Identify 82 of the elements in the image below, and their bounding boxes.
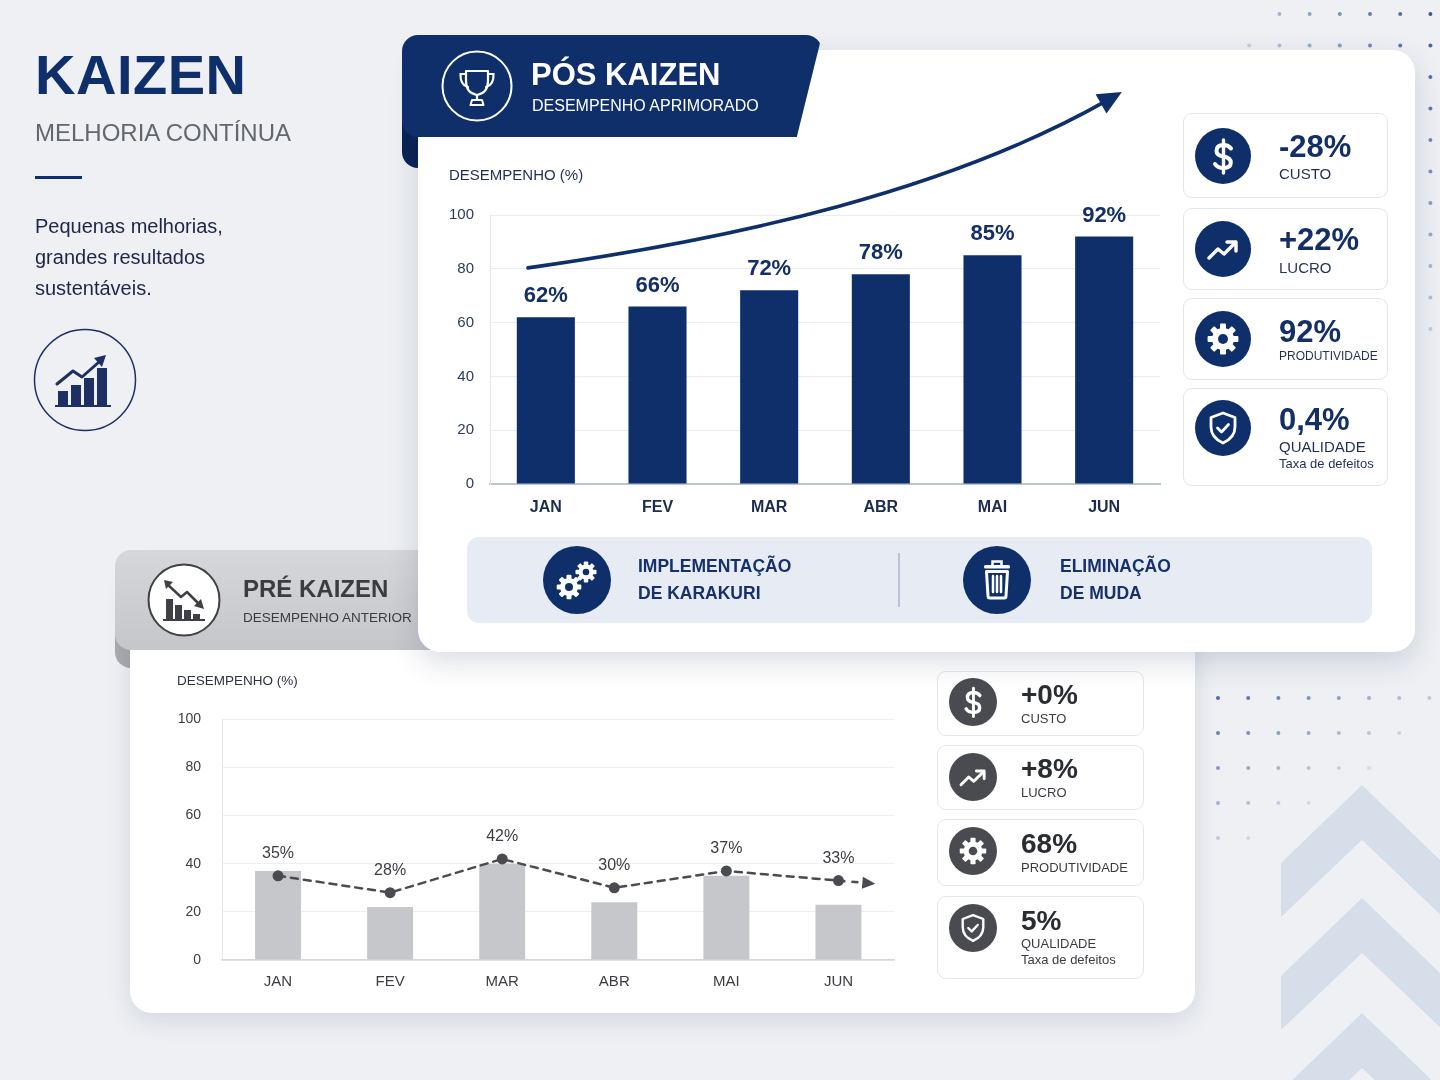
text: ELIMINAÇÃO DE MUDA [1060,554,1171,605]
y-tick-label: 100 [448,205,474,223]
y-tick-label: 0 [193,950,202,967]
bar [628,306,687,484]
bar [516,317,575,484]
x-tick-label: JUN [823,972,854,990]
text: QUALIDADE [1279,438,1366,456]
x-tick-label: ABR [863,498,899,516]
data-label: 42% [486,827,519,845]
text: QUALIDADE [1021,936,1097,953]
text: Taxa de defeitos [1279,455,1374,473]
y-tick-label: 20 [457,420,474,438]
data-label: 28% [374,861,407,879]
data-label: 72% [747,255,792,281]
point [496,853,508,865]
point [384,887,396,899]
text: +22% [1279,222,1360,258]
text: 0,4% [1279,401,1350,438]
bar [367,907,414,960]
x-tick-label: JAN [529,498,562,516]
bar [479,863,526,960]
bar [703,875,750,960]
data-label: 66% [635,271,680,297]
text: 5% [1021,904,1062,937]
x-tick-label: MAI [977,498,1008,516]
text: 92% [1279,313,1342,350]
bar [1075,236,1134,484]
y-tick-label: 40 [457,366,474,384]
data-label: 92% [1082,201,1127,227]
chart-title: PRÉ KAIZEN [243,575,389,603]
text: LUCRO [1021,784,1067,801]
bar [591,902,638,960]
text: 68% [1021,828,1078,860]
text: +0% [1021,679,1078,711]
x-tick-label: MAR [750,498,788,516]
y-tick-label: 80 [185,758,202,775]
text: Taxa de defeitos [1021,952,1116,970]
text: -28% [1279,128,1352,165]
data-label: 37% [710,839,743,857]
y-axis-title: DESEMPENHO (%) [177,673,298,689]
data-label: 78% [858,239,903,265]
x-tick-label: MAR [485,972,520,990]
y-tick-label: 80 [457,258,474,276]
bar [255,870,302,960]
point [272,870,284,882]
data-label: 62% [523,282,568,308]
bar [963,255,1022,484]
x-tick-label: JUN [1088,498,1121,516]
y-tick-label: 0 [465,474,474,492]
text: PRODUTIVIDADE [1279,349,1378,365]
text: PRODUTIVIDADE [1021,859,1128,876]
text: LUCRO [1279,258,1332,276]
data-label: 85% [970,220,1015,246]
text: +8% [1021,753,1078,785]
x-tick-label: FEV [375,972,405,990]
point [608,882,620,894]
x-tick-label: FEV [641,498,674,516]
y-axis-title: DESEMPENHO (%) [449,166,584,184]
y-tick-label: 60 [457,312,474,330]
bar [815,904,862,960]
x-tick-label: MAI [713,972,740,990]
chart-title: PÓS KAIZEN [531,57,721,93]
data-label: 30% [598,856,631,874]
chart-subtitle: DESEMPENHO ANTERIOR [243,610,412,626]
x-tick-label: ABR [598,972,630,990]
text: IMPLEMENTAÇÃO DE KARAKURI [638,554,792,605]
text: Pequenas melhorias, grandes resultados sustentáveis. [35,214,224,301]
bar [740,290,799,484]
y-tick-label: 40 [185,854,202,871]
x-tick-label: JAN [263,972,293,990]
text: KAIZEN [35,43,247,108]
data-label: 35% [262,844,295,862]
bar [851,274,910,484]
data-label: 33% [822,849,855,867]
y-tick-label: 20 [185,902,202,919]
text: CUSTO [1279,165,1332,183]
text: CUSTO [1021,710,1067,727]
y-tick-label: 100 [177,710,202,727]
chart-subtitle: DESEMPENHO APRIMORADO [532,97,759,116]
y-tick-label: 60 [185,806,202,823]
point [720,865,732,877]
text: MELHORIA CONTÍNUA [35,119,292,147]
